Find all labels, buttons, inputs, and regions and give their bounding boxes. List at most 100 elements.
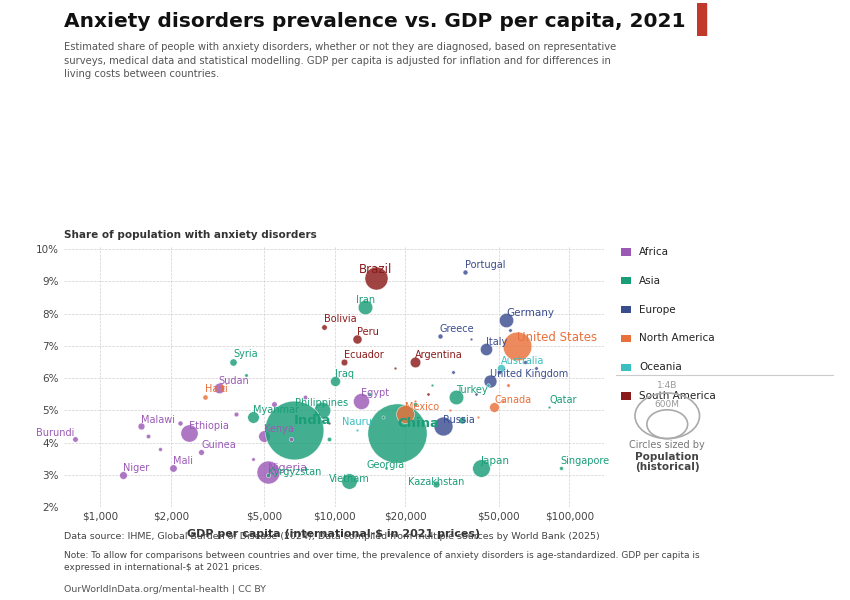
Text: Peru: Peru bbox=[357, 327, 379, 337]
Text: Oceania: Oceania bbox=[639, 362, 682, 372]
Point bbox=[496, 396, 509, 406]
Text: Russia: Russia bbox=[443, 415, 475, 425]
Point bbox=[116, 470, 129, 479]
Text: Germany: Germany bbox=[507, 308, 554, 318]
Text: Anxiety disorders prevalence vs. GDP per capita, 2021: Anxiety disorders prevalence vs. GDP per… bbox=[64, 12, 685, 31]
X-axis label: GDP per capita (international-$ in 2021 prices): GDP per capita (international-$ in 2021 … bbox=[187, 529, 480, 539]
Point bbox=[212, 383, 225, 392]
Text: Circles sized by: Circles sized by bbox=[629, 440, 706, 449]
Point bbox=[458, 267, 472, 277]
Text: Ecuador: Ecuador bbox=[344, 350, 384, 360]
Point bbox=[433, 331, 446, 341]
Point bbox=[183, 428, 196, 437]
Text: Myanmar: Myanmar bbox=[253, 404, 299, 415]
Point bbox=[258, 431, 271, 441]
Point bbox=[390, 428, 404, 437]
Point bbox=[510, 341, 524, 350]
Text: Bolivia: Bolivia bbox=[324, 314, 356, 324]
Text: Our World: Our World bbox=[740, 9, 795, 18]
Point bbox=[472, 412, 485, 422]
Point bbox=[246, 454, 260, 463]
Text: Argentina: Argentina bbox=[415, 350, 462, 360]
Text: India: India bbox=[294, 414, 332, 427]
Point bbox=[153, 444, 167, 454]
Point bbox=[68, 434, 82, 444]
Text: United Kingdom: United Kingdom bbox=[490, 370, 569, 379]
Point bbox=[446, 367, 460, 376]
Bar bbox=[697, 3, 706, 36]
Point bbox=[134, 422, 148, 431]
Point bbox=[246, 412, 260, 422]
Point bbox=[408, 357, 422, 367]
Point bbox=[328, 377, 342, 386]
Text: Malawi: Malawi bbox=[141, 415, 175, 425]
Point bbox=[464, 335, 478, 344]
Point bbox=[198, 392, 212, 402]
Point bbox=[518, 357, 532, 367]
Text: Nigeria: Nigeria bbox=[268, 463, 309, 473]
Point bbox=[354, 396, 368, 406]
Point bbox=[425, 380, 439, 389]
Text: Portugal: Portugal bbox=[465, 260, 506, 269]
Point bbox=[474, 464, 488, 473]
Point bbox=[488, 403, 502, 412]
Text: OurWorldInData.org/mental-health | CC BY: OurWorldInData.org/mental-health | CC BY bbox=[64, 585, 266, 594]
Point bbox=[359, 302, 372, 312]
Point bbox=[261, 470, 275, 479]
Point bbox=[317, 322, 331, 331]
Text: Haiti: Haiti bbox=[205, 384, 228, 394]
Text: Georgia: Georgia bbox=[366, 460, 405, 470]
Text: Syria: Syria bbox=[234, 349, 258, 359]
Text: Iran: Iran bbox=[355, 295, 375, 305]
Point bbox=[503, 325, 517, 335]
Point bbox=[479, 344, 492, 354]
Text: Canada: Canada bbox=[495, 395, 531, 405]
Text: Niger: Niger bbox=[122, 463, 149, 473]
Text: Europe: Europe bbox=[639, 305, 676, 314]
Point bbox=[350, 335, 364, 344]
Text: China: China bbox=[397, 418, 439, 430]
Text: Africa: Africa bbox=[639, 247, 669, 257]
Point bbox=[399, 409, 412, 418]
Text: 600M: 600M bbox=[654, 400, 680, 409]
Point bbox=[456, 415, 469, 425]
Text: Mexico: Mexico bbox=[405, 401, 439, 412]
Point bbox=[337, 357, 351, 367]
Point bbox=[492, 367, 506, 376]
Point bbox=[342, 476, 355, 486]
Text: Mali: Mali bbox=[173, 456, 193, 466]
Point bbox=[450, 392, 463, 402]
Text: Qatar: Qatar bbox=[549, 395, 576, 405]
Point bbox=[227, 357, 241, 367]
Point bbox=[240, 370, 253, 380]
Point bbox=[287, 425, 301, 434]
Point bbox=[230, 409, 243, 418]
Point bbox=[173, 418, 187, 428]
Point bbox=[484, 377, 497, 386]
Point bbox=[436, 422, 450, 431]
Point bbox=[469, 389, 483, 399]
Point bbox=[314, 406, 328, 415]
Text: in Data: in Data bbox=[748, 22, 787, 31]
Text: United States: United States bbox=[517, 331, 598, 344]
Text: Nauru: Nauru bbox=[343, 418, 372, 427]
Point bbox=[350, 425, 364, 434]
Text: Japan: Japan bbox=[481, 457, 510, 466]
Point bbox=[167, 464, 180, 473]
Point bbox=[529, 364, 542, 373]
Text: Australia: Australia bbox=[501, 356, 544, 366]
Point bbox=[500, 316, 513, 325]
Text: Guinea: Guinea bbox=[201, 440, 236, 450]
Text: Egypt: Egypt bbox=[361, 388, 389, 398]
Text: Burundi: Burundi bbox=[37, 428, 75, 438]
Point bbox=[502, 380, 515, 389]
Text: Estimated share of people with anxiety disorders, whether or not they are diagno: Estimated share of people with anxiety d… bbox=[64, 42, 616, 79]
Text: Kyrgyzstan: Kyrgyzstan bbox=[268, 467, 321, 477]
Point bbox=[388, 364, 401, 373]
Text: Kenya: Kenya bbox=[264, 424, 294, 434]
Point bbox=[554, 464, 568, 473]
Point bbox=[542, 403, 556, 412]
Point bbox=[408, 399, 422, 409]
Text: Greece: Greece bbox=[439, 324, 474, 334]
Point bbox=[298, 392, 312, 402]
